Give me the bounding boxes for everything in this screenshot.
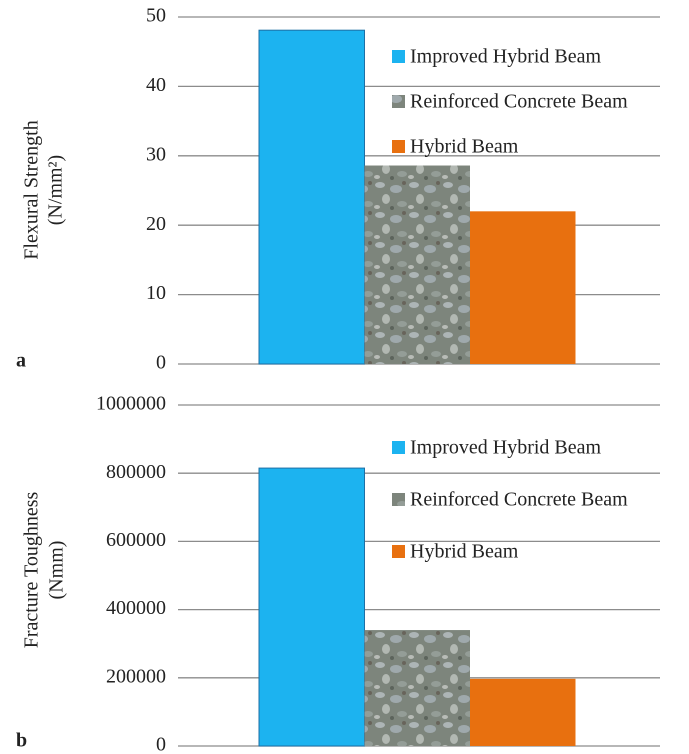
y-tick-label: 600000 [106,529,166,551]
legend-swatch-texture [392,95,405,108]
y-tick-label: 800000 [106,461,166,483]
y-tick-label: 0 [156,734,166,754]
legend-label: Reinforced Concrete Beam [410,91,628,113]
legend-label: Hybrid Beam [410,136,519,158]
y-tick-label: 30 [146,143,166,165]
legend-label: Hybrid Beam [410,541,519,563]
y-tick-label: 40 [146,74,166,96]
y-axis-label: (Nmm) [46,541,68,600]
y-axis-label: Flexural Strength [21,120,43,259]
bar [470,679,576,746]
legend-label: Reinforced Concrete Beam [410,489,628,511]
bar-texture [365,166,471,364]
y-tick-label: 50 [146,5,166,27]
legend-label: Improved Hybrid Beam [410,437,602,459]
bar-texture [365,630,471,746]
y-tick-label: 10 [146,282,166,304]
y-axis-label: (N/mm²) [45,155,67,225]
legend-swatch [392,545,405,558]
y-tick-label: 400000 [106,597,166,619]
bar [259,468,365,746]
legend-label: Improved Hybrid Beam [410,46,602,68]
panel-label: a [16,350,26,372]
bar [259,30,365,364]
y-tick-label: 200000 [106,665,166,687]
legend-swatch [392,441,405,454]
y-axis-label: Fracture Toughness [21,492,43,649]
panel-label: b [16,730,27,752]
y-tick-label: 20 [146,213,166,235]
figure: 0 10 20 30 40 50 Improved Hybrid Beam Reinforce… [0,0,689,754]
legend-swatch [392,50,405,63]
legend-swatch [392,140,405,153]
y-tick-label: 0 [156,352,166,374]
legend-swatch-texture [392,493,405,506]
y-tick-label: 1000000 [96,393,166,415]
bar [470,211,576,364]
